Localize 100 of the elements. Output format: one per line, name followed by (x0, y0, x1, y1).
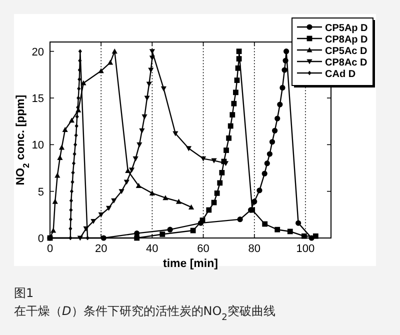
y-tick-label: 0 (38, 233, 44, 245)
point (167, 226, 173, 232)
point (134, 235, 140, 241)
point (98, 212, 104, 218)
point (280, 84, 286, 91)
point (148, 68, 154, 73)
point (312, 233, 318, 239)
point (69, 208, 73, 212)
point (136, 182, 142, 188)
point (111, 198, 117, 204)
point (190, 228, 196, 234)
point (296, 220, 302, 226)
point (287, 228, 293, 234)
point (62, 126, 68, 132)
point (269, 139, 276, 145)
point (149, 49, 155, 54)
text: 在干燥（D）条件下研究的活性炭的NO$_{2}$突破曲线 (14, 304, 276, 323)
point (68, 118, 75, 123)
x-axis-title: time [min] (163, 258, 218, 270)
point (74, 124, 78, 128)
point (301, 233, 307, 239)
point (200, 218, 206, 223)
point (83, 226, 89, 232)
point (228, 123, 234, 129)
point (226, 135, 232, 141)
point (90, 218, 96, 224)
point (136, 142, 142, 148)
point (176, 198, 182, 204)
point (234, 78, 240, 83)
point (206, 207, 212, 213)
x-tick-label: 60 (197, 243, 210, 255)
point (144, 96, 150, 101)
point (69, 198, 74, 203)
point (125, 168, 131, 174)
point (98, 68, 104, 74)
point (50, 228, 56, 233)
y-tick-label: 10 (32, 140, 44, 152)
point (149, 190, 155, 196)
legend-label: CP5Ap D (325, 22, 368, 34)
point (68, 236, 72, 240)
point (274, 116, 280, 122)
point (77, 236, 83, 241)
y-tick-label: 5 (38, 186, 44, 198)
point (277, 102, 283, 108)
point (264, 160, 270, 166)
point (70, 180, 74, 184)
point (78, 77, 82, 82)
point (72, 152, 76, 156)
point (86, 236, 90, 240)
point (107, 60, 114, 65)
point (172, 131, 178, 136)
point (230, 112, 236, 118)
y-tick-label: 15 (32, 93, 44, 105)
point (262, 170, 268, 176)
point (112, 48, 118, 54)
point (76, 96, 80, 100)
point (124, 180, 130, 185)
point (282, 58, 288, 64)
point (236, 48, 242, 54)
legend-label: CAd D (325, 68, 356, 80)
point (200, 156, 206, 162)
point (80, 80, 86, 86)
x-tick-label: 0 (46, 243, 54, 255)
point (282, 67, 288, 73)
point (58, 144, 65, 150)
point (262, 221, 268, 227)
point (118, 189, 124, 194)
point (283, 48, 290, 54)
point (252, 198, 258, 204)
point (146, 82, 152, 87)
point (78, 68, 82, 72)
point (72, 161, 76, 166)
point (57, 154, 63, 160)
caption: 图1 (14, 286, 34, 300)
point (224, 148, 229, 153)
point (236, 56, 242, 62)
point (274, 226, 280, 232)
point (160, 86, 166, 92)
point (231, 100, 237, 106)
point (128, 168, 135, 173)
point (73, 142, 78, 147)
point (139, 128, 145, 134)
point (256, 188, 262, 194)
x-tick-label: 100 (296, 243, 315, 255)
point (142, 114, 148, 120)
point (219, 170, 225, 176)
point (106, 206, 112, 211)
point (186, 146, 192, 152)
y-tick-label: 20 (32, 46, 44, 58)
point (132, 156, 138, 162)
legend-label: CP8Ac D (325, 57, 368, 68)
point (100, 235, 106, 241)
point (217, 180, 223, 186)
point (162, 195, 168, 200)
point (75, 114, 79, 119)
x-tick-label: 80 (248, 243, 260, 255)
x-tick-label: 40 (146, 243, 158, 255)
point (160, 232, 166, 237)
point (188, 204, 194, 210)
legend-label: CP5Ac D (325, 46, 368, 57)
